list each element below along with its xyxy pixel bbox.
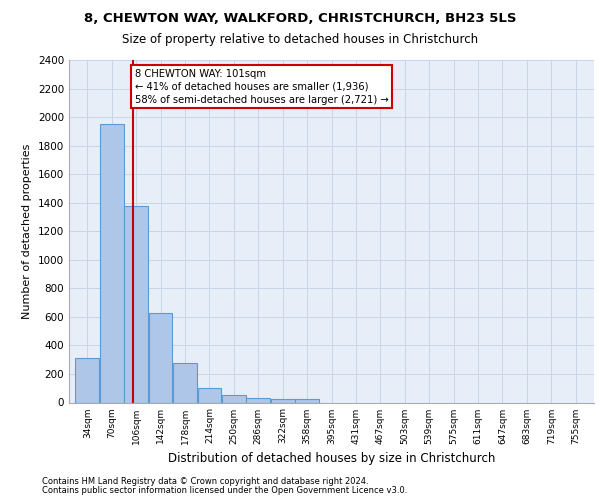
Bar xyxy=(295,400,319,402)
Bar xyxy=(124,206,148,402)
Bar xyxy=(100,124,124,402)
X-axis label: Distribution of detached houses by size in Christchurch: Distribution of detached houses by size … xyxy=(168,452,495,465)
Bar xyxy=(173,364,197,403)
Bar xyxy=(247,398,270,402)
Bar xyxy=(222,396,245,402)
Text: Size of property relative to detached houses in Christchurch: Size of property relative to detached ho… xyxy=(122,32,478,46)
Y-axis label: Number of detached properties: Number of detached properties xyxy=(22,144,32,319)
Bar xyxy=(271,398,295,402)
Bar xyxy=(149,312,172,402)
Text: Contains HM Land Registry data © Crown copyright and database right 2024.: Contains HM Land Registry data © Crown c… xyxy=(42,478,368,486)
Text: Contains public sector information licensed under the Open Government Licence v3: Contains public sector information licen… xyxy=(42,486,407,495)
Text: 8 CHEWTON WAY: 101sqm
← 41% of detached houses are smaller (1,936)
58% of semi-d: 8 CHEWTON WAY: 101sqm ← 41% of detached … xyxy=(135,68,389,105)
Bar xyxy=(197,388,221,402)
Bar xyxy=(76,358,99,403)
Text: 8, CHEWTON WAY, WALKFORD, CHRISTCHURCH, BH23 5LS: 8, CHEWTON WAY, WALKFORD, CHRISTCHURCH, … xyxy=(84,12,516,26)
